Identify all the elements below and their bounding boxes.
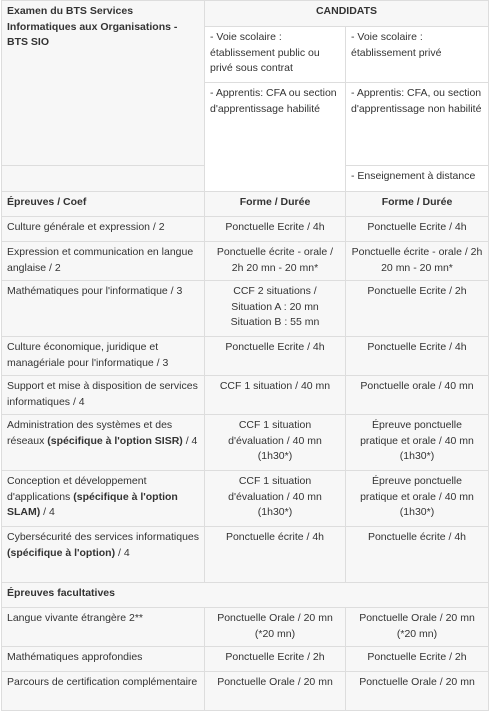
facultatives-label: Épreuves facultatives [1, 582, 489, 608]
forme-line: (*20 mn) [254, 627, 296, 640]
forme-cell: CCF 1 situation d'évaluation / 40 mn (1h… [204, 414, 346, 471]
hidden-spacer [1, 165, 205, 192]
forme-cell: Ponctuelle écrite - orale / 2h 20 mn - 2… [204, 241, 346, 281]
forme-cell: Ponctuelle Ecrite / 4h [345, 216, 489, 242]
epreuve-cell: Mathématiques pour l'informatique / 3 [1, 280, 205, 337]
epreuve-cell: Langue vivante étrangère 2** [1, 607, 205, 647]
apprentis-habilite: - Apprentis: CFA ou section d'apprentiss… [204, 82, 346, 192]
forme-cell: Ponctuelle orale / 40 mn [345, 375, 489, 415]
forme-cell: Ponctuelle écrite / 4h [204, 526, 346, 583]
forme-line: Épreuve ponctuelle [372, 475, 462, 487]
forme-line: Situation B : 55 mn [230, 316, 320, 328]
table-row: Mathématiques pour l'informatique / 3 CC… [1, 280, 489, 337]
forme-line: Épreuve ponctuelle [372, 419, 462, 431]
forme-cell: Épreuve ponctuelle pratique et orale / 4… [345, 470, 489, 527]
table-row: Cybersécurité des services informatiques… [1, 526, 489, 583]
table-row: Administration des systèmes et des résea… [1, 414, 489, 471]
forme-cell: Ponctuelle Orale / 20 mn (*20 mn) [204, 607, 346, 647]
forme-cell: Épreuve ponctuelle pratique et orale / 4… [345, 414, 489, 471]
epreuve-cell: Expression et communication en langue an… [1, 241, 205, 281]
table-row: Conception et développement d'applicatio… [1, 470, 489, 527]
header-row-2: - Voie scolaire : établissement public o… [2, 26, 489, 83]
forme-line: CCF 2 situations / [233, 285, 317, 297]
table-row: Expression et communication en langue an… [1, 241, 489, 281]
facultatives-header-row: Épreuves facultatives [1, 582, 489, 608]
exam-title: Examen du BTS Services Informatiques aux… [1, 0, 205, 166]
epreuve-cell: Administration des systèmes et des résea… [1, 414, 205, 471]
coef-text: / 4 [118, 546, 130, 559]
voie-scolaire-public: - Voie scolaire : établissement public o… [204, 26, 346, 83]
epreuve-cell: Support et mise à disposition de service… [1, 375, 205, 415]
forme-cell: Ponctuelle Ecrite / 4h [204, 336, 346, 376]
forme-line: CCF 1 situation [238, 475, 312, 487]
enseignement-distance: - Enseignement à distance [345, 165, 489, 192]
epreuve-cell: Culture économique, juridique et managér… [1, 336, 205, 376]
forme-cell: Ponctuelle écrite / 4h [345, 526, 489, 583]
forme-cell: Ponctuelle Orale / 20 mn [204, 671, 346, 711]
forme-cell: Ponctuelle Orale / 20 mn [345, 671, 489, 711]
apprentis-non-habilite: - Apprentis: CFA, ou section d'apprentis… [345, 82, 489, 166]
epreuve-cell: Mathématiques approfondies [1, 646, 205, 672]
table-row: Parcours de certification complémentaire… [1, 671, 489, 711]
forme-line: (1h30*) [399, 450, 435, 462]
column-header-row: Épreuves / Coef Forme / Durée Forme / Du… [1, 191, 489, 217]
forme-line: d'évaluation / 40 mn [228, 490, 322, 503]
table-row: Culture économique, juridique et managér… [1, 336, 489, 376]
voie-scolaire-prive: - Voie scolaire : établissement privé [345, 26, 489, 83]
forme-cell: Ponctuelle Ecrite / 4h [204, 216, 346, 242]
option-label: (spécifique à l'option SISR) [47, 434, 183, 447]
col-epreuves: Épreuves / Coef [1, 191, 205, 217]
forme-cell: Ponctuelle Ecrite / 2h [204, 646, 346, 672]
option-label: (spécifique à l'option) [7, 546, 116, 559]
epreuve-text: Cybersécurité des services informatiques [7, 531, 199, 543]
forme-cell: CCF 2 situations / Situation A : 20 mn S… [204, 280, 346, 337]
forme-cell: Ponctuelle Ecrite / 2h [345, 646, 489, 672]
epreuve-cell: Culture générale et expression / 2 [1, 216, 205, 242]
forme-line: (*20 mn) [396, 627, 438, 640]
epreuve-cell: Parcours de certification complémentaire [1, 671, 205, 711]
header-row-3: - Apprentis: CFA ou section d'apprentiss… [2, 82, 489, 192]
forme-line: Situation A : 20 mn [231, 300, 319, 313]
forme-cell: Ponctuelle Ecrite / 4h [345, 336, 489, 376]
candidats-label: CANDIDATS [204, 0, 489, 27]
col-forme-duree-2: Forme / Durée [345, 191, 489, 217]
header-row-1: Examen du BTS Services Informatiques aux… [1, 0, 489, 166]
epreuve-cell: Conception et développement d'applicatio… [1, 470, 205, 527]
table-row: Mathématiques approfondies Ponctuelle Ec… [1, 646, 489, 672]
forme-line: Ponctuelle Orale / 20 mn [359, 612, 475, 624]
forme-cell: CCF 1 situation d'évaluation / 40 mn (1h… [204, 470, 346, 527]
header-row-4: - Enseignement à distance [1, 165, 489, 192]
table-row: Culture générale et expression / 2 Ponct… [1, 216, 489, 242]
coef-text: / 4 [185, 434, 198, 447]
forme-line: Ponctuelle Orale / 20 mn [217, 612, 333, 624]
col-forme-duree-1: Forme / Durée [204, 191, 346, 217]
epreuve-text: Administration des systèmes et des résea… [7, 419, 173, 447]
forme-line: d'évaluation / 40 mn [228, 434, 322, 447]
forme-line: pratique et orale / 40 mn [360, 490, 474, 503]
option-label: (spécifique à l'option SLAM) [7, 490, 178, 519]
forme-line: (1h30*) [399, 506, 435, 518]
forme-line: (1h30*) [257, 506, 293, 518]
forme-line: pratique et orale / 40 mn [360, 434, 474, 447]
forme-cell: Ponctuelle Ecrite / 2h [345, 280, 489, 337]
forme-cell: Ponctuelle Orale / 20 mn (*20 mn) [345, 607, 489, 647]
table-row: Langue vivante étrangère 2** Ponctuelle … [1, 607, 489, 647]
forme-cell: CCF 1 situation / 40 mn [204, 375, 346, 415]
epreuve-text: Conception et développement d'applicatio… [7, 475, 147, 503]
coef-text: / 4 [43, 506, 55, 518]
table-row: Support et mise à disposition de service… [1, 375, 489, 415]
forme-line: (1h30*) [257, 450, 293, 462]
forme-cell: Ponctuelle écrite - orale / 2h 20 mn - 2… [345, 241, 489, 281]
forme-line: CCF 1 situation [238, 419, 312, 431]
epreuve-cell: Cybersécurité des services informatiques… [1, 526, 205, 583]
